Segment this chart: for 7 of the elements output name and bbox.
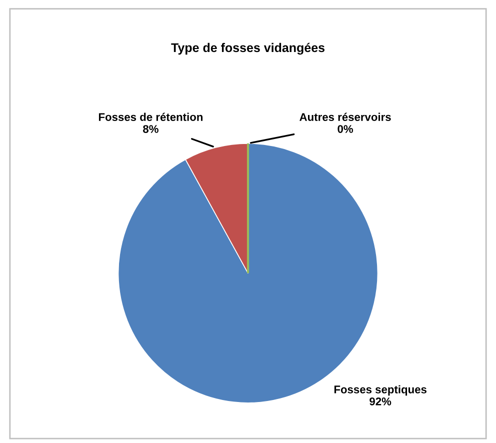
chart-title: Type de fosses vidangées	[171, 42, 324, 55]
data-label: 92%	[370, 397, 392, 406]
text: 0%	[338, 125, 354, 133]
slice-label: Fosses de rétention	[98, 112, 203, 121]
category-label: Autres réservoirs	[300, 112, 391, 121]
slice-label: Fosses septiques	[334, 385, 426, 396]
data-label: 8%	[143, 125, 158, 133]
